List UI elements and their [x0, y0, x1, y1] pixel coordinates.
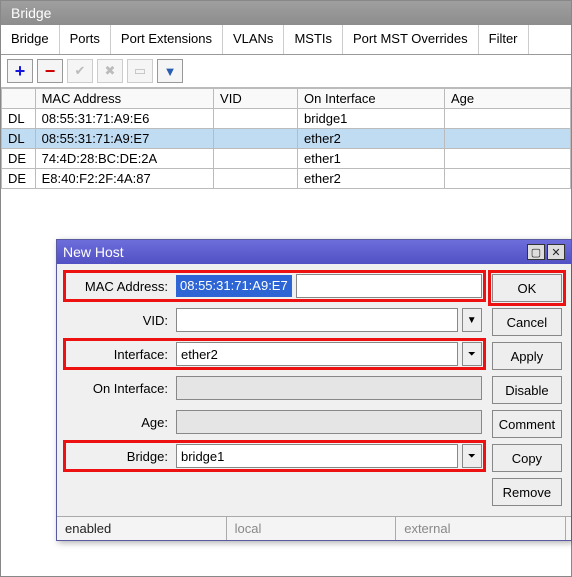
- remove-button[interactable]: −: [37, 59, 63, 83]
- add-button[interactable]: +: [7, 59, 33, 83]
- status-local: local: [227, 517, 397, 540]
- mac-address-extra[interactable]: [296, 274, 482, 298]
- on-interface-row: On Interface:: [67, 376, 482, 400]
- status-external: external: [396, 517, 566, 540]
- cell-mac: E8:40:F2:2F:4A:87: [35, 169, 213, 189]
- tab-bridge[interactable]: Bridge: [1, 25, 60, 54]
- cell-on_if: ether2: [298, 129, 445, 149]
- column-header[interactable]: MAC Address: [35, 89, 213, 109]
- cell-on_if: ether1: [298, 149, 445, 169]
- cell-flag: DL: [2, 129, 36, 149]
- dialog-statusbar: enabled local external: [57, 516, 571, 540]
- age-row: Age:: [67, 410, 482, 434]
- column-header[interactable]: [2, 89, 36, 109]
- on-interface-label: On Interface:: [67, 381, 172, 396]
- table-row[interactable]: DEE8:40:F2:2F:4A:87 ether2: [2, 169, 571, 189]
- vid-label: VID:: [67, 313, 172, 328]
- check-button: ✔: [67, 59, 93, 83]
- x-button: ✖: [97, 59, 123, 83]
- interface-dropdown-icon[interactable]: ⏷: [462, 342, 482, 366]
- column-header[interactable]: Age: [445, 89, 571, 109]
- close-icon[interactable]: ✕: [547, 244, 565, 260]
- cell-age: [445, 169, 571, 189]
- table-row[interactable]: DE74:4D:28:BC:DE:2A ether1: [2, 149, 571, 169]
- table-row[interactable]: DL08:55:31:71:A9:E6 bridge1: [2, 109, 571, 129]
- dialog-button-column: OK Cancel Apply Disable Comment Copy Rem…: [492, 274, 562, 506]
- age-label: Age:: [67, 415, 172, 430]
- cancel-button[interactable]: Cancel: [492, 308, 562, 336]
- vid-dropdown-icon[interactable]: ▼: [462, 308, 482, 332]
- dialog-title: New Host: [63, 244, 124, 260]
- bridge-row: Bridge: ⏷: [67, 444, 482, 468]
- age-input: [176, 410, 482, 434]
- cell-age: [445, 149, 571, 169]
- copy-button[interactable]: Copy: [492, 444, 562, 472]
- bridge-label: Bridge:: [67, 449, 172, 464]
- cell-age: [445, 109, 571, 129]
- note-button: ▭: [127, 59, 153, 83]
- dialog-titlebar: New Host ▢ ✕: [57, 240, 571, 264]
- cell-on_if: ether2: [298, 169, 445, 189]
- cell-vid: [214, 129, 298, 149]
- mac-address-row: MAC Address: 08:55:31:71:A9:E7: [67, 274, 482, 298]
- mac-address-label: MAC Address:: [67, 279, 172, 294]
- comment-button[interactable]: Comment: [492, 410, 562, 438]
- interface-label: Interface:: [67, 347, 172, 362]
- cell-mac: 08:55:31:71:A9:E7: [35, 129, 213, 149]
- cell-on_if: bridge1: [298, 109, 445, 129]
- vid-row: VID: ▼: [67, 308, 482, 332]
- tab-bar: BridgePortsPort ExtensionsVLANsMSTIsPort…: [1, 25, 571, 55]
- ok-button[interactable]: OK: [492, 274, 562, 302]
- on-interface-input: [176, 376, 482, 400]
- table-row[interactable]: DL08:55:31:71:A9:E7 ether2: [2, 129, 571, 149]
- apply-button[interactable]: Apply: [492, 342, 562, 370]
- interface-input[interactable]: [176, 342, 458, 366]
- disable-button[interactable]: Disable: [492, 376, 562, 404]
- bridge-dropdown-icon[interactable]: ⏷: [462, 444, 482, 468]
- tab-port-extensions[interactable]: Port Extensions: [111, 25, 223, 54]
- tab-filter[interactable]: Filter: [479, 25, 529, 54]
- bridge-input[interactable]: [176, 444, 458, 468]
- status-enabled: enabled: [57, 517, 227, 540]
- mac-address-input[interactable]: 08:55:31:71:A9:E7: [176, 275, 292, 297]
- window-titlebar: Bridge: [1, 1, 571, 25]
- tab-port-mst-overrides[interactable]: Port MST Overrides: [343, 25, 479, 54]
- cell-flag: DL: [2, 109, 36, 129]
- cell-vid: [214, 149, 298, 169]
- cell-age: [445, 129, 571, 149]
- minimize-icon[interactable]: ▢: [527, 244, 545, 260]
- tab-ports[interactable]: Ports: [60, 25, 111, 54]
- toolbar: + − ✔ ✖ ▭ ▼: [1, 55, 571, 88]
- remove-button-dlg[interactable]: Remove: [492, 478, 562, 506]
- cell-flag: DE: [2, 149, 36, 169]
- filter-button[interactable]: ▼: [157, 59, 183, 83]
- cell-mac: 08:55:31:71:A9:E6: [35, 109, 213, 129]
- hosts-table: MAC AddressVIDOn InterfaceAge DL08:55:31…: [1, 88, 571, 189]
- cell-mac: 74:4D:28:BC:DE:2A: [35, 149, 213, 169]
- column-header[interactable]: On Interface: [298, 89, 445, 109]
- tab-vlans[interactable]: VLANs: [223, 25, 284, 54]
- new-host-dialog: New Host ▢ ✕ MAC Address: 08:55:31:71:A9…: [56, 239, 572, 541]
- cell-vid: [214, 169, 298, 189]
- tab-mstis[interactable]: MSTIs: [284, 25, 343, 54]
- cell-vid: [214, 109, 298, 129]
- interface-row: Interface: ⏷: [67, 342, 482, 366]
- cell-flag: DE: [2, 169, 36, 189]
- vid-input[interactable]: [176, 308, 458, 332]
- column-header[interactable]: VID: [214, 89, 298, 109]
